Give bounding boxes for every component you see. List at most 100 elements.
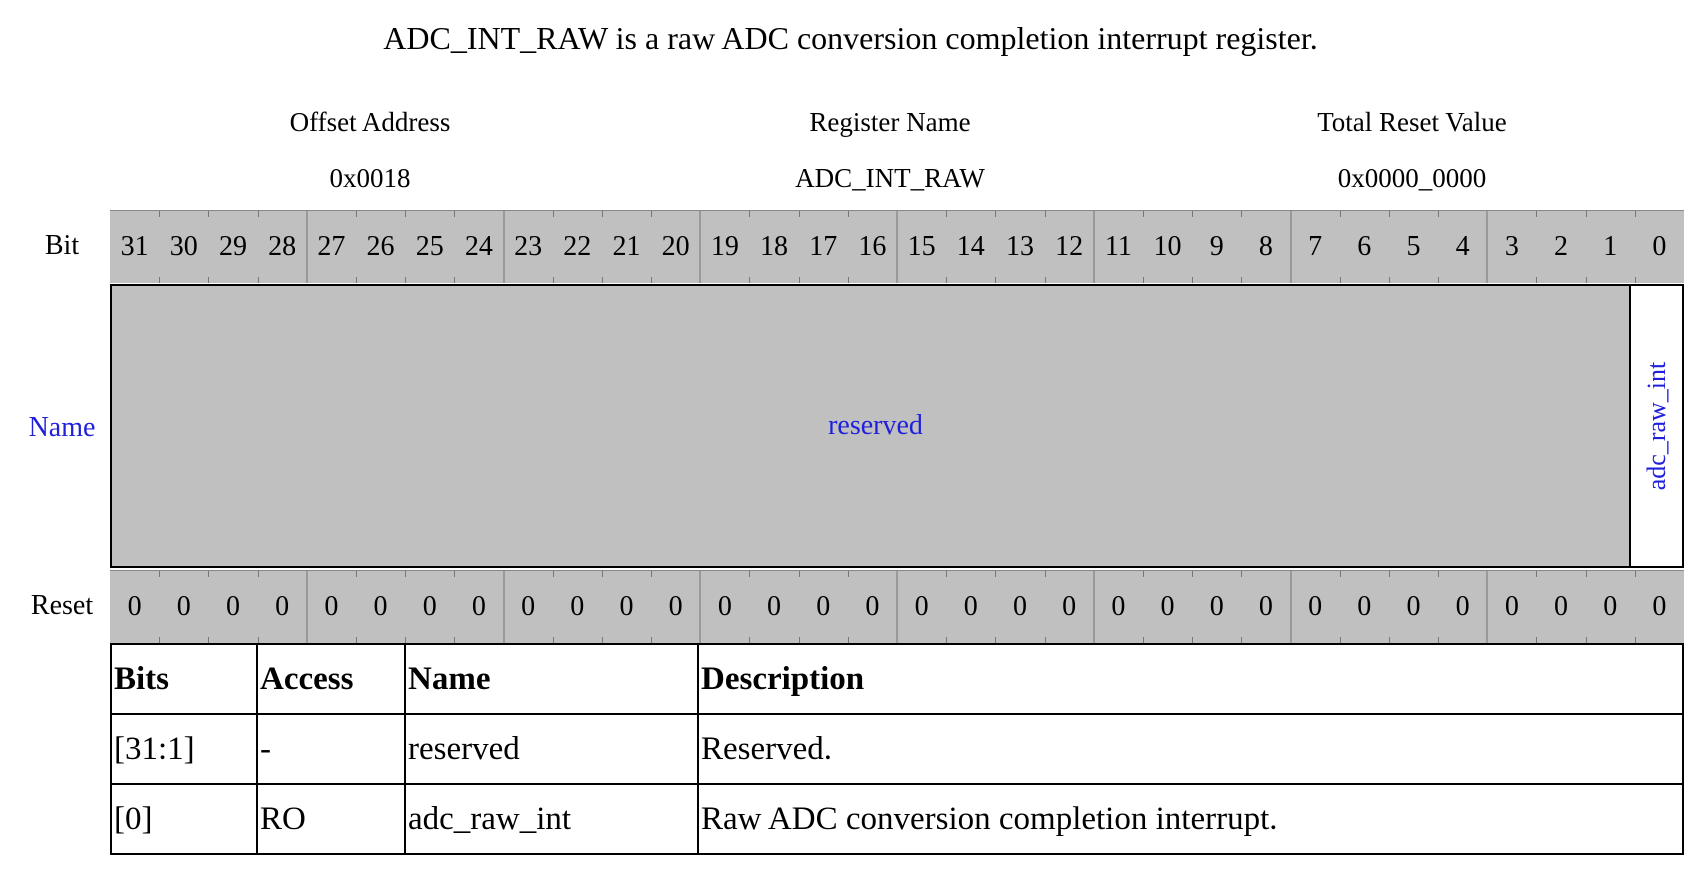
page-title: ADC_INT_RAW is a raw ADC conversion comp… (383, 20, 1318, 56)
bit-number: 17 (809, 231, 838, 262)
bit-number: 20 (661, 231, 690, 262)
cell-tick (454, 571, 456, 577)
nibble-separator (1289, 571, 1292, 643)
cell-tick (159, 211, 161, 217)
reset-bit-value: 0 (619, 591, 634, 622)
cell-name: reserved (404, 713, 699, 785)
cell-bits: [31:1] (110, 713, 258, 785)
cell-tick (1241, 211, 1243, 217)
cell-tick (601, 277, 603, 283)
cell-tick (847, 277, 849, 283)
cell-tick (651, 571, 653, 577)
header-description: Description (697, 643, 1684, 715)
cell-tick (355, 637, 357, 643)
reset-bit-value: 0 (1406, 591, 1421, 622)
cell-tick (405, 637, 407, 643)
reset-bit-value: 0 (521, 591, 536, 622)
cell-tick (552, 277, 554, 283)
nibble-separator (305, 571, 308, 643)
cell-tick (552, 211, 554, 217)
bit-number: 5 (1406, 231, 1421, 262)
nibble-separator (1486, 211, 1489, 283)
bit-number: 16 (858, 231, 887, 262)
cell-tick (355, 211, 357, 217)
table-header-row: Bits Access Name Description (110, 643, 1684, 715)
table-row: [0] RO adc_raw_int Raw ADC conversion co… (110, 783, 1684, 855)
bit-number: 2 (1554, 231, 1569, 262)
bit-number: 19 (710, 231, 739, 262)
reset-bit-value: 0 (570, 591, 585, 622)
cell-tick (946, 211, 948, 217)
reset-bit-value: 0 (1455, 591, 1470, 622)
cell-description: Reserved. (697, 713, 1684, 785)
cell-tick (1438, 571, 1440, 577)
bit-number: 27 (317, 231, 346, 262)
cell-tick (651, 211, 653, 217)
cell-tick (798, 277, 800, 283)
cell-tick (847, 211, 849, 217)
bit-number: 4 (1455, 231, 1470, 262)
cell-tick (257, 277, 259, 283)
bit-number: 7 (1308, 231, 1323, 262)
cell-tick (749, 211, 751, 217)
reset-bit-value: 0 (127, 591, 142, 622)
cell-tick (208, 211, 210, 217)
cell-tick (1585, 211, 1587, 217)
cell-tick (1192, 571, 1194, 577)
cell-tick (1634, 211, 1636, 217)
cell-tick (1634, 637, 1636, 643)
cell-tick (1339, 571, 1341, 577)
bit-number: 8 (1258, 231, 1273, 262)
bit-number: 1 (1603, 231, 1618, 262)
cell-tick (1241, 277, 1243, 283)
reset-value-row: 0 0 0 0 0 0 0 0 0 0 0 0 0 0 0 0 0 0 0 0 0 0 0 0 0 0 0 0 0 0 0 0 (110, 570, 1684, 644)
reset-bit-value: 0 (717, 591, 732, 622)
name-row-label: Name (28, 412, 96, 443)
header-name: Name (404, 643, 699, 715)
bit-number: 23 (514, 231, 543, 262)
reset-bit-value: 0 (668, 591, 683, 622)
reset-bit-value: 0 (914, 591, 929, 622)
reset-bit-value: 0 (1652, 591, 1667, 622)
nibble-separator (896, 211, 898, 283)
cell-tick (1044, 637, 1046, 643)
nibble-separator (502, 571, 505, 643)
bit0-field: adc_raw_int (1629, 286, 1682, 566)
reset-bit-value: 0 (1012, 591, 1027, 622)
cell-tick (995, 571, 997, 577)
bit-number-row: 31 30 29 28 27 26 25 24 23 22 21 20 19 18 17 16 15 14 13 12… (110, 210, 1684, 283)
cell-tick (749, 277, 751, 283)
reset-row-label: Reset (30, 590, 94, 621)
table-row: [31:1] - reserved Reserved. (110, 713, 1684, 785)
bit-number: 10 (1153, 231, 1182, 262)
reset-bit-value: 0 (963, 591, 978, 622)
cell-tick (1142, 211, 1144, 217)
cell-tick (208, 637, 210, 643)
offset-address-label: Offset Address (289, 107, 451, 137)
reset-bit-value: 0 (471, 591, 486, 622)
cell-tick (257, 637, 259, 643)
bit-number: 11 (1104, 231, 1132, 262)
bit-number: 13 (1005, 231, 1034, 262)
bit-number: 12 (1055, 231, 1084, 262)
bit-number: 6 (1357, 231, 1372, 262)
cell-tick (159, 277, 161, 283)
bit-number: 3 (1504, 231, 1519, 262)
cell-tick (1536, 637, 1538, 643)
cell-tick (257, 211, 259, 217)
cell-tick (798, 637, 800, 643)
reserved-field-label: reserved (828, 410, 923, 441)
reset-bit-value: 0 (225, 591, 240, 622)
cell-tick (601, 637, 603, 643)
cell-tick (946, 571, 948, 577)
cell-tick (1388, 277, 1390, 283)
reset-bit-value: 0 (1111, 591, 1126, 622)
cell-tick (1044, 571, 1046, 577)
cell-tick (1339, 637, 1341, 643)
cell-tick (1634, 277, 1636, 283)
cell-tick (1192, 277, 1194, 283)
cell-tick (552, 571, 554, 577)
cell-tick (1339, 277, 1341, 283)
cell-tick (1585, 637, 1587, 643)
reset-bit-value: 0 (373, 591, 388, 622)
